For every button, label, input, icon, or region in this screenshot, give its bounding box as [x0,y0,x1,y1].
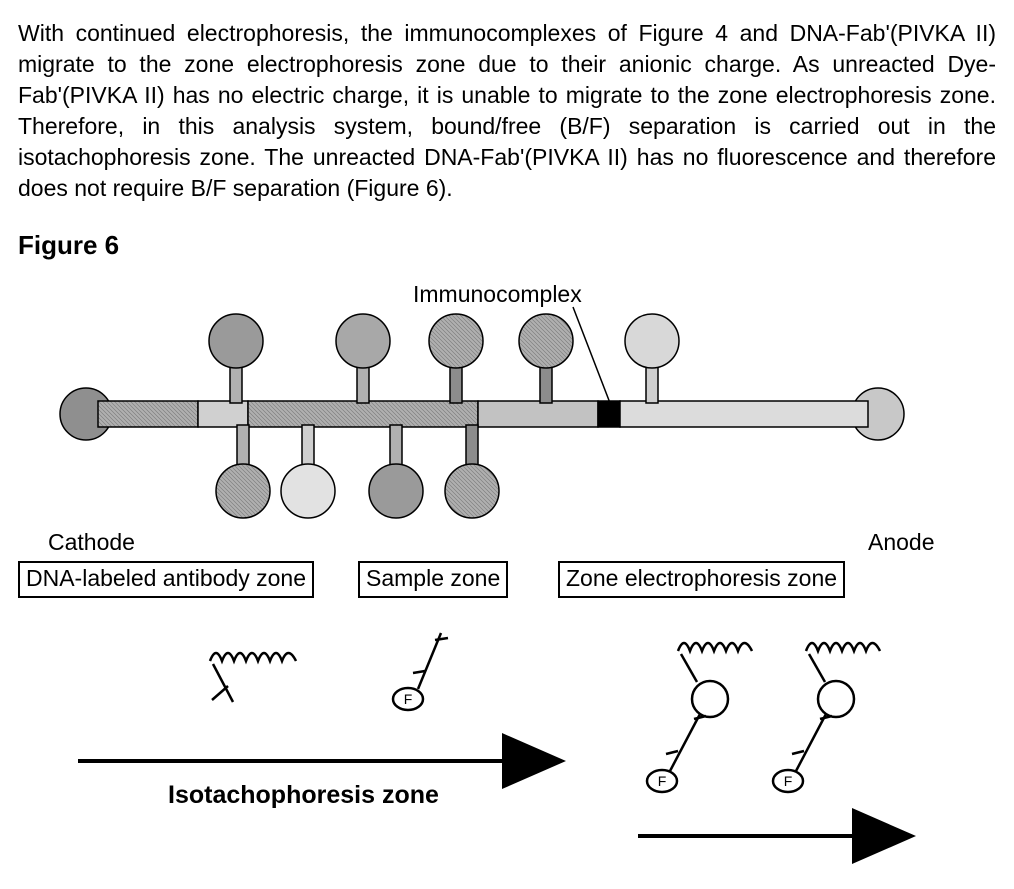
dna-only-glyph [210,653,296,702]
bottom-pins [216,425,499,518]
fab-only-glyph [393,633,448,710]
f-badge-1: F [404,691,413,707]
top-pins [209,314,679,403]
figure-title: Figure 6 [18,230,996,261]
complex-glyph-1 [647,643,752,792]
figure-6-diagram: Immunocomplex Cathode Anode DNA-labeled … [18,281,988,871]
complex-glyph-2 [773,643,880,792]
f-badge-2: F [658,773,667,789]
body-paragraph: With continued electrophoresis, the immu… [18,18,996,204]
f-badge-3: F [784,773,793,789]
figure-6-svg: F F F [18,281,988,871]
